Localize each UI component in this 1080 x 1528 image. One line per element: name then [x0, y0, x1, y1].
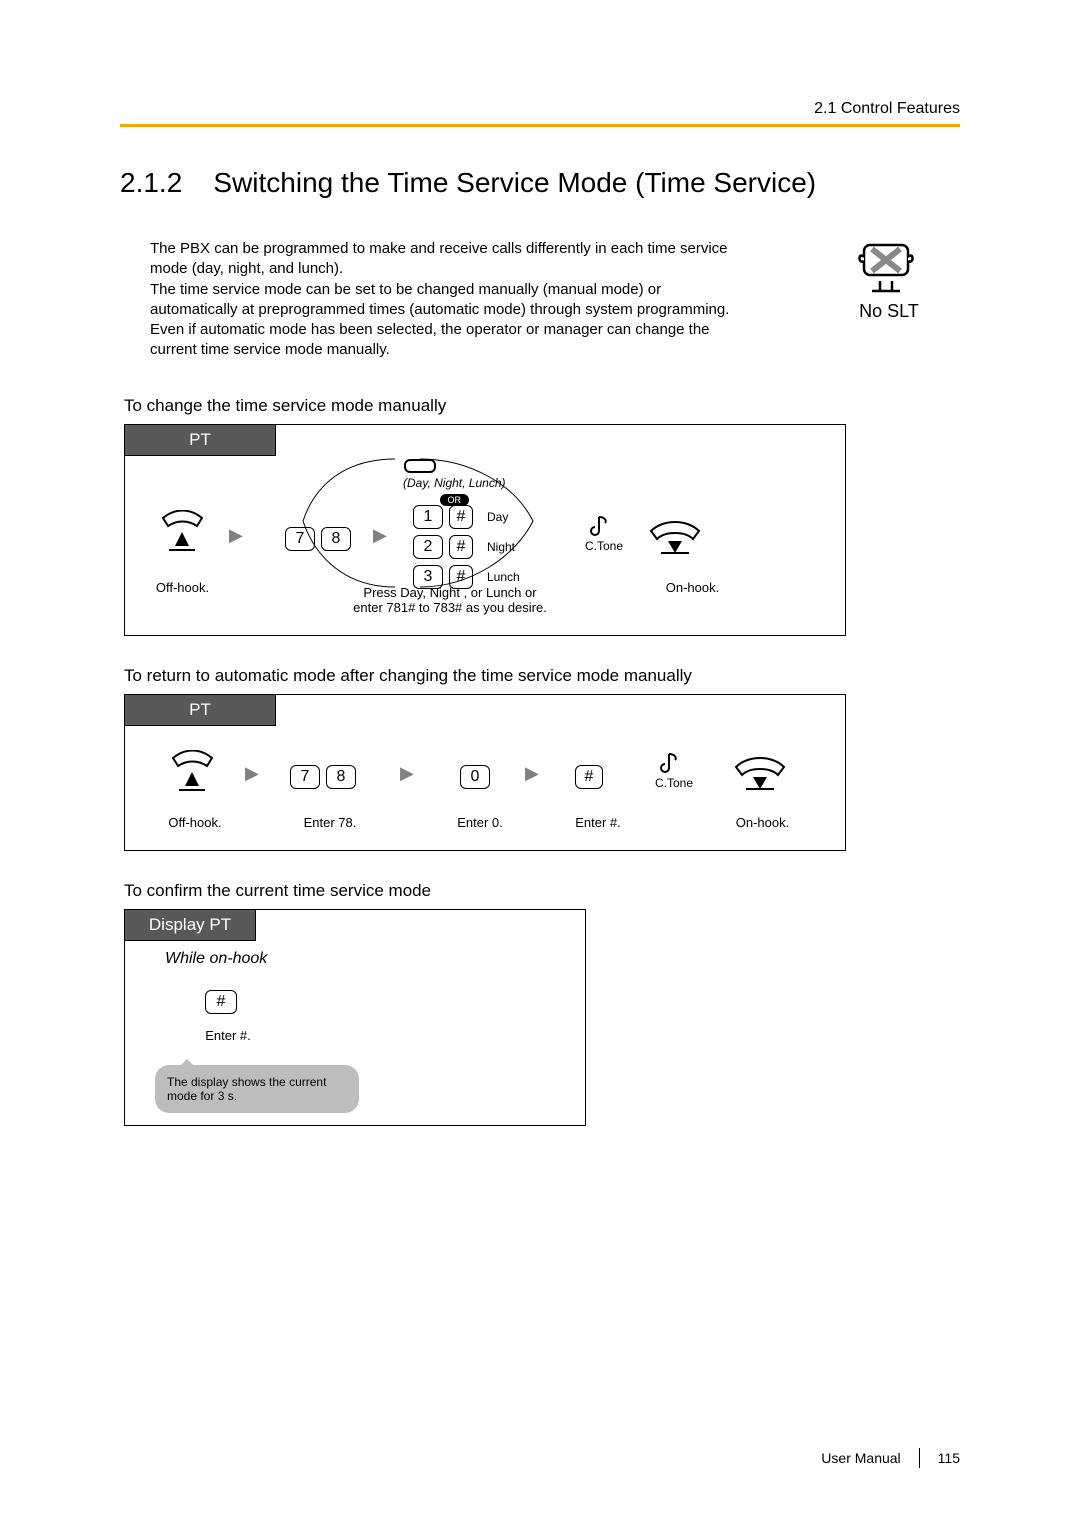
bracket-icon [275, 455, 560, 595]
footer-manual: User Manual [821, 1450, 900, 1466]
intro-p2: The time service mode can be set to be c… [150, 281, 729, 359]
arrow-icon: ▶ [400, 763, 414, 784]
ctone-icon [655, 750, 685, 776]
footer-page: 115 [938, 1450, 960, 1466]
key-0-row: 0 [460, 765, 490, 789]
enter78-caption: Enter 78. [290, 815, 370, 830]
key-0: 0 [460, 765, 490, 789]
ctone-group: C.Tone [585, 513, 623, 553]
header-rule [120, 124, 960, 127]
onhook-caption: On-hook. [655, 580, 730, 595]
arrow-icon: ▶ [525, 763, 539, 784]
onhook-caption: On-hook. [725, 815, 800, 830]
page-footer: User Manual 115 [821, 1448, 960, 1468]
ctone-group: C.Tone [655, 750, 693, 790]
subhead-1: To change the time service mode manually [124, 396, 960, 416]
onhook-icon [730, 753, 790, 793]
key-hash-row: # [205, 990, 237, 1014]
intro-p1: The PBX can be programmed to make and re… [150, 240, 728, 277]
instr-caption: Press Day, Night , or Lunch or enter 781… [325, 585, 575, 615]
offhook-icon [165, 750, 220, 795]
diagram-tab: PT [124, 424, 276, 456]
hash-key: # [575, 765, 603, 789]
enterhash-caption: Enter #. [563, 815, 633, 830]
key-8: 8 [326, 765, 356, 789]
section-text: Switching the Time Service Mode (Time Se… [213, 167, 816, 198]
section-number: 2.1.2 [120, 167, 182, 198]
arrow-icon: ▶ [229, 525, 243, 546]
pbx-no-slt-icon [858, 239, 920, 297]
intro-paragraph: The PBX can be programmed to make and re… [150, 239, 750, 361]
instr-line2: enter 781# to 783# as you desire. [353, 600, 547, 615]
ctone-label: C.Tone [585, 539, 623, 553]
offhook-caption: Off-hook. [145, 580, 220, 595]
key-hash-row: # [575, 765, 603, 789]
ctone-label: C.Tone [655, 776, 693, 790]
subhead-2: To return to automatic mode after changi… [124, 666, 960, 686]
diagram-tab: Display PT [124, 909, 256, 941]
ctone-icon [585, 513, 615, 539]
arrow-icon: ▶ [245, 763, 259, 784]
keys-78: 7 8 [290, 765, 356, 789]
diagram-change-mode: PT Off-hook. ▶ (Day, Night, Lunch) OR 7 … [124, 424, 846, 636]
section-title: 2.1.2 Switching the Time Service Mode (T… [120, 167, 960, 199]
diagram-tab: PT [124, 694, 276, 726]
diagram-auto-mode: PT Off-hook. ▶ 7 8 Enter 78. ▶ 0 Enter 0… [124, 694, 846, 851]
offhook-caption: Off-hook. [160, 815, 230, 830]
no-slt-badge: No SLT [858, 239, 920, 322]
no-slt-label: No SLT [858, 301, 920, 322]
breadcrumb: 2.1 Control Features [120, 100, 960, 118]
enter0-caption: Enter 0. [445, 815, 515, 830]
key-7: 7 [290, 765, 320, 789]
subhead-3: To confirm the current time service mode [124, 881, 960, 901]
while-onhook-label: While on-hook [165, 950, 267, 968]
offhook-icon [155, 510, 210, 555]
enterhash-caption: Enter #. [193, 1028, 263, 1043]
hash-key: # [205, 990, 237, 1014]
onhook-icon [645, 517, 705, 557]
instr-line1: Press Day, Night , or Lunch or [363, 585, 536, 600]
diagram-confirm-mode: Display PT While on-hook # Enter #. The … [124, 909, 586, 1126]
footer-separator [919, 1448, 920, 1468]
info-bubble: The display shows the current mode for 3… [155, 1065, 359, 1113]
